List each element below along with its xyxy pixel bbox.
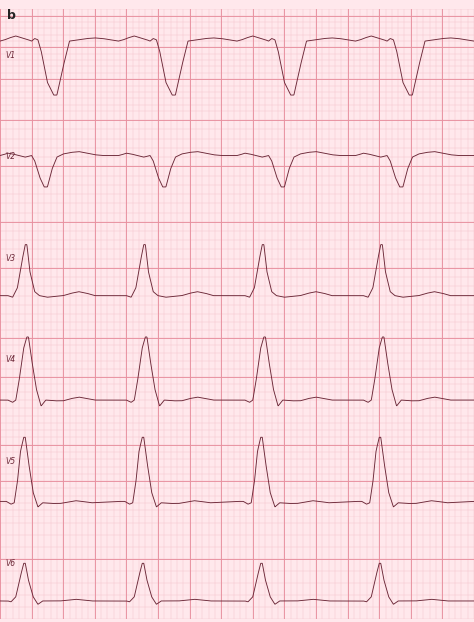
Text: V5: V5 (6, 457, 16, 466)
Text: V2: V2 (6, 152, 16, 161)
Text: V4: V4 (6, 355, 16, 364)
Text: V6: V6 (6, 559, 16, 567)
Text: V3: V3 (6, 254, 16, 262)
Text: V1: V1 (6, 50, 16, 60)
Text: b: b (7, 9, 16, 22)
